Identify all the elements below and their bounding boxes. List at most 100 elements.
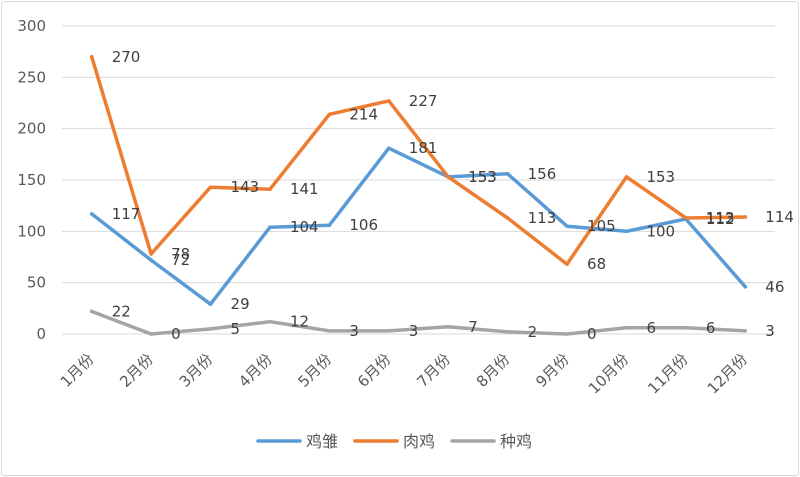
x-tick-label: 2月份	[116, 350, 157, 391]
data-label: 141	[290, 180, 319, 198]
y-axis: 0 50 100 150 200 250 300	[17, 17, 46, 343]
data-point	[208, 302, 213, 307]
data-point	[446, 325, 451, 329]
data-point	[149, 252, 153, 256]
data-point	[505, 172, 510, 176]
data-point	[505, 330, 510, 334]
data-point	[684, 216, 688, 220]
legend-label: 肉鸡	[403, 432, 435, 451]
data-point	[624, 326, 629, 330]
data-label: 153	[646, 168, 675, 186]
data-points	[89, 55, 748, 336]
data-label: 78	[171, 245, 190, 263]
y-tick-label: 0	[36, 325, 46, 343]
data-point	[327, 223, 332, 227]
data-point	[386, 146, 391, 150]
legend-label: 鸡雏	[306, 432, 338, 451]
data-label: 3	[349, 322, 359, 340]
data-point	[386, 329, 391, 333]
data-point	[743, 329, 748, 333]
data-point	[268, 187, 272, 192]
legend-label: 种鸡	[500, 432, 532, 451]
data-label: 46	[765, 278, 784, 296]
data-label: 112	[706, 210, 735, 228]
data-point	[327, 112, 332, 117]
data-label: 3	[765, 322, 775, 340]
data-point	[268, 319, 272, 324]
data-label: 68	[587, 255, 606, 273]
data-label: 2	[528, 323, 538, 341]
data-point	[743, 215, 748, 219]
data-label: 3	[409, 322, 419, 340]
data-point	[149, 258, 153, 262]
x-tick-label: 8月份	[473, 350, 514, 391]
data-point	[89, 309, 94, 314]
x-tick-label: 1月份	[57, 350, 98, 391]
data-label: 7	[468, 318, 478, 336]
data-label: 156	[528, 165, 557, 183]
data-point	[386, 99, 391, 103]
legend-item: 肉鸡	[353, 432, 435, 451]
data-point	[89, 55, 94, 59]
data-point	[208, 327, 213, 331]
x-tick-label: 5月份	[295, 350, 336, 391]
y-tick-label: 250	[17, 68, 46, 86]
data-point	[684, 326, 688, 330]
y-tick-label: 200	[17, 120, 46, 138]
data-label: 113	[706, 209, 735, 227]
legend: 鸡雏 肉鸡 种鸡	[256, 432, 532, 451]
x-tick-label: 7月份	[413, 350, 454, 391]
data-label: 117	[112, 205, 141, 223]
data-point	[505, 216, 510, 220]
data-label: 0	[171, 325, 181, 343]
y-tick-label: 150	[17, 171, 46, 189]
data-point	[446, 175, 451, 179]
data-label: 105	[587, 217, 616, 235]
data-label: 29	[231, 295, 250, 313]
series-line-1	[89, 55, 748, 266]
series-line-2	[89, 309, 748, 336]
data-point	[565, 332, 569, 336]
data-label: 113	[528, 209, 557, 227]
y-tick-label: 50	[27, 274, 46, 292]
data-label: 6	[646, 319, 656, 337]
data-label: 5	[231, 320, 241, 338]
data-point	[743, 284, 748, 289]
data-label: 153	[468, 168, 497, 186]
series-lines	[89, 55, 748, 336]
data-point	[149, 332, 153, 336]
series-line-0	[89, 146, 748, 306]
data-label: 12	[290, 313, 309, 331]
y-tick-label: 100	[17, 222, 46, 240]
data-label: 114	[765, 208, 794, 226]
data-label: 6	[706, 319, 716, 337]
y-tick-label: 300	[17, 17, 46, 35]
x-tick-label: 4月份	[235, 350, 276, 391]
data-point	[624, 229, 629, 234]
data-label: 153	[468, 168, 497, 186]
data-point	[327, 329, 332, 333]
data-label: 72	[171, 251, 190, 269]
data-point	[89, 212, 94, 216]
data-label: 143	[231, 178, 260, 196]
legend-item: 鸡雏	[256, 432, 338, 451]
data-point	[268, 225, 272, 230]
data-label: 214	[349, 105, 378, 123]
data-point	[565, 262, 569, 266]
x-tick-label: 11月份	[644, 350, 691, 397]
x-tick-label: 10月份	[585, 350, 632, 397]
data-label: 181	[409, 139, 438, 157]
legend-item: 种鸡	[450, 432, 532, 451]
data-point	[208, 185, 213, 189]
x-tick-label: 3月份	[176, 350, 217, 391]
data-label: 22	[112, 302, 131, 320]
data-label: 227	[409, 92, 438, 110]
x-tick-label: 12月份	[704, 350, 751, 397]
data-label: 104	[290, 218, 319, 236]
x-tick-label: 6月份	[354, 350, 395, 391]
data-label: 100	[646, 222, 675, 240]
data-label: 270	[112, 48, 141, 66]
